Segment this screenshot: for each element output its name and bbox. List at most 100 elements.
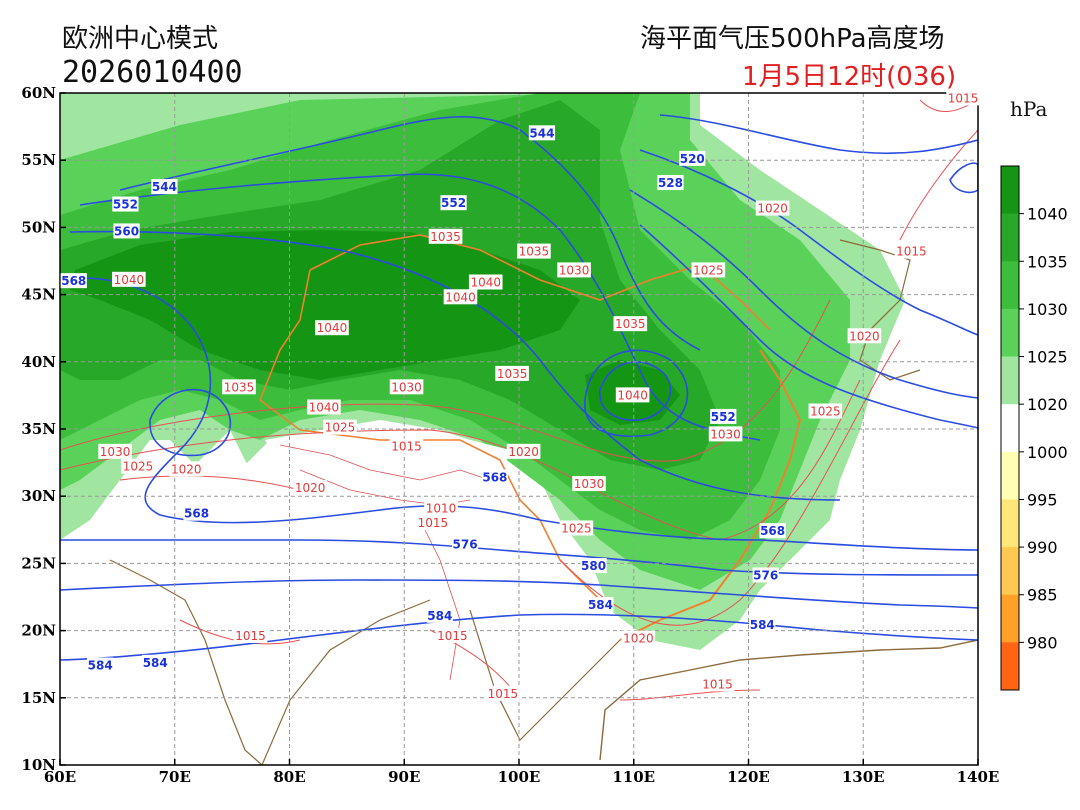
pressure-label: 1030 [557,262,591,278]
height-label-text: 528 [658,176,683,190]
pressure-label: 1040 [615,387,650,403]
low-center-ring-2 [584,349,689,438]
pressure-label-bg [615,387,650,403]
pressure-label-bg [700,676,735,692]
height-label-bg [440,195,467,211]
colorbar-label: 1040 [1027,205,1068,224]
pressure-label-text: 1015 [896,245,927,259]
height-label-text: 560 [114,224,139,238]
height-label-bg [112,196,139,212]
pressure-label: 1015 [894,243,929,259]
low-pressure-west [190,430,250,500]
pressure-label-bg [428,228,463,244]
height-560 [69,230,841,501]
pressure-label-text: 1025 [561,521,592,535]
pressure-label-bg [691,262,726,278]
pressure-label-text: 1040 [317,321,348,335]
colorbar-label: 990 [1027,538,1058,557]
lon-tick-label: 120E [727,768,770,786]
colorbar-swatch [1001,499,1019,548]
pressure-label-text: 1025 [123,460,154,474]
pressure-label-bg [808,403,843,419]
coastline-india [109,559,263,765]
pressure-label: 1015 [233,627,268,643]
colorbar-swatch [1001,166,1019,215]
lon-tick-label: 140E [957,768,1000,786]
colorbar-frame [1000,165,1020,691]
pressure-label: 1040 [468,274,503,290]
coastline-philippines [599,639,978,761]
height-label-bg [528,125,556,141]
height-label-bg [87,657,114,673]
pressure-label-bg [621,630,656,646]
pressure-label-text: 1030 [559,263,590,277]
pressure-label-text: 1015 [702,677,733,691]
pressure-label-text: 1030 [574,477,605,491]
pressure-label: 1040 [307,399,341,415]
pressure-label-text: 1020 [757,202,788,216]
height-label-text: 576 [753,568,778,582]
pressure-label: 1015 [700,676,735,692]
pressure-label-bg [613,316,648,332]
coastline-korea-japan [839,239,921,381]
height-label: 584 [587,597,614,613]
height-label-bg [759,523,786,539]
height-label-bg [183,505,210,521]
height-label-text: 520 [680,152,705,166]
pressure-label-bg [946,90,980,106]
pressure-label: 1025 [323,419,357,435]
pressure-label: 1035 [517,243,551,259]
height-label: 560 [113,223,140,239]
pressure-label: 1020 [506,443,541,459]
height-label-text: 584 [143,656,168,670]
pressure-label-text: 1030 [710,427,741,441]
pressure-label-text: 1015 [235,629,266,643]
height-552 [79,173,761,441]
ne-low-ring [949,162,978,194]
pressure-label-text: 1040 [470,276,501,290]
height-520 [659,114,978,155]
pressure-label: 1040 [315,320,349,336]
pressure-label-text: 1015 [488,687,519,701]
pressure-label-text: 1040 [309,400,340,414]
pressure-label: 1030 [572,476,606,492]
pressure-label-bg [98,443,132,459]
height-544 [119,116,701,351]
height-580 [60,579,978,609]
coastline-india-east [261,599,431,765]
height-label-bg [657,175,684,191]
pressure-label-bg [121,458,155,474]
height-label-bg [679,150,706,166]
colorbar-label: 995 [1027,490,1058,509]
grid-lines [60,93,978,765]
height-label-text: 544 [152,180,177,194]
height-label-text: 584 [588,598,613,612]
height-label-text: 552 [441,196,466,210]
lon-tick-label: 90E [388,768,420,786]
height-label-layer: 544 544 552 560 568 552 520 528 552 568 568 576 580 5… [60,125,786,673]
lat-tick-label: 60N [21,84,56,102]
pressure-label-text: 1010 [426,501,457,515]
colorbar-label: 1025 [1027,348,1068,367]
pressure-label: 1040 [112,271,146,287]
coastline-china [619,349,802,641]
unit-label: hPa [1010,97,1048,121]
lon-tick-label: 80E [273,768,305,786]
height-label-text: 584 [88,659,113,673]
height-label: 584 [142,654,169,670]
height-label: 568 [481,469,509,485]
lat-tick-label: 10N [21,756,56,774]
height-label-bg [451,536,479,552]
pressure-zone-1040 [70,230,580,380]
pressure-label-text: 1015 [391,439,422,453]
pressure-label-text: 1035 [497,367,528,381]
height-label-text: 544 [529,126,554,140]
colorbar-label: 1030 [1027,300,1068,319]
pressure-label-text: 1030 [391,380,422,394]
pressure-label-bg [323,419,357,435]
pressure-label-text: 1015 [418,516,449,530]
pressure-label: 1015 [389,438,424,454]
pressure-label-text: 1040 [114,273,145,287]
pressure-label: 1025 [691,262,726,278]
